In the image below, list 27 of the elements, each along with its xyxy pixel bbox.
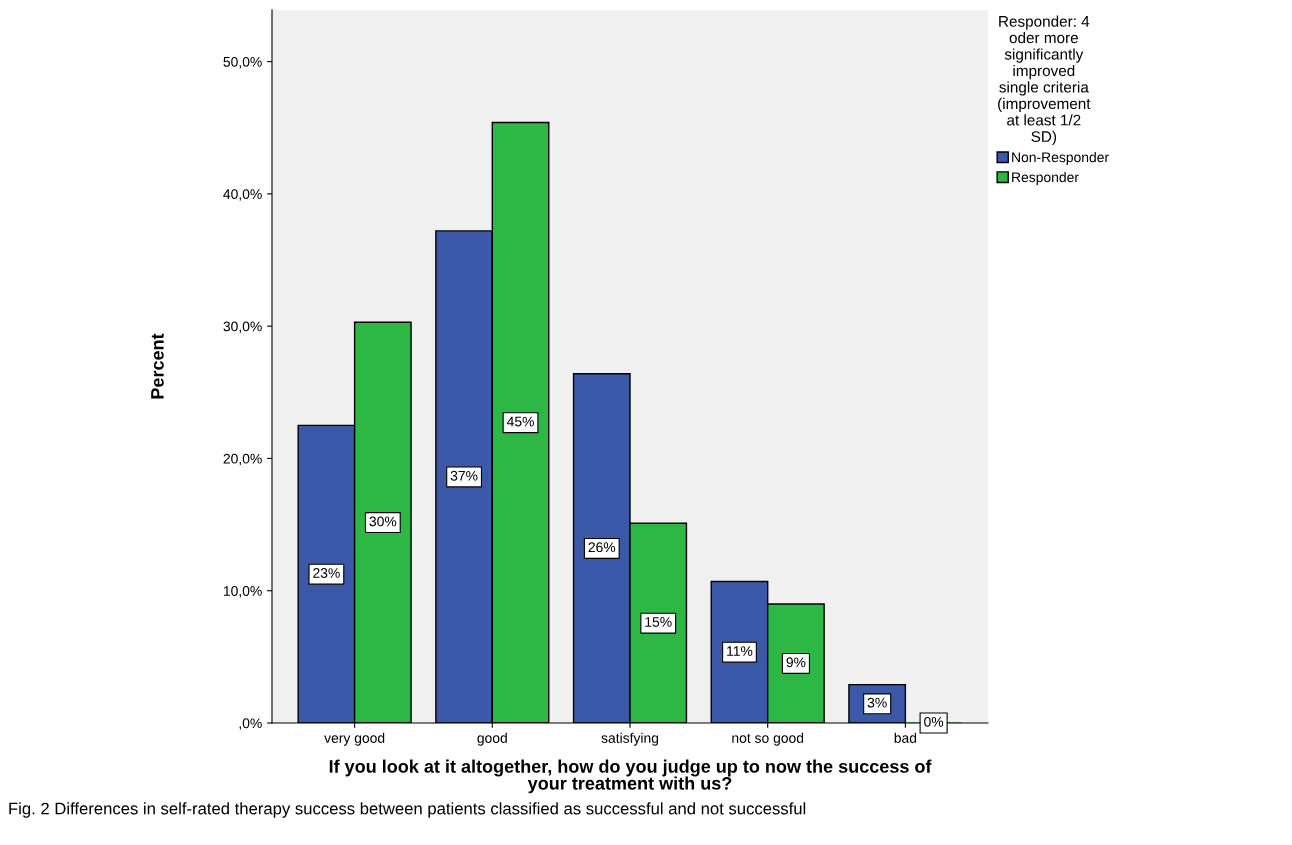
y-tick-label: 40,0%	[223, 189, 262, 201]
data-label: 3%	[867, 697, 887, 708]
data-label: 9%	[786, 657, 806, 668]
data-label: 23%	[313, 568, 340, 578]
y-tick-label: 10,0%	[223, 586, 262, 598]
x-axis-title: If you look at it altogether, how do you judge up to now the success of your treatment with us?	[329, 759, 932, 794]
y-axis-title: Percent	[151, 333, 164, 399]
y-tick-label: ,0%	[239, 718, 262, 730]
x-tick-label: bad	[894, 732, 917, 743]
legend-label: Non-Responder	[1012, 152, 1109, 165]
y-tick-label: 50,0%	[223, 56, 262, 69]
legend-label: Responder	[1012, 171, 1079, 185]
data-label: 45%	[506, 416, 534, 427]
caption: Fig. 2 Differences in self-rated therapy success between patients classified as successful and not successful	[9, 802, 806, 818]
data-label: 26%	[588, 542, 616, 553]
data-label: 37%	[450, 470, 478, 481]
y-tick-label: 20,0%	[223, 453, 262, 466]
data-label: 30%	[369, 516, 397, 527]
x-tick-label: good	[477, 732, 507, 746]
x-tick-label: satisfying	[601, 732, 659, 746]
data-label: 15%	[645, 617, 672, 627]
data-label: 0%	[924, 716, 944, 727]
y-tick-label: 30,0%	[223, 321, 262, 333]
x-tick-label: not so good	[732, 732, 804, 746]
x-tick-label: very good	[324, 732, 385, 746]
data-label: 11%	[727, 646, 753, 656]
legend-title: Responder: 4 oder more significantly improved single criteria (improvement at least 1/2 SD)	[998, 15, 1091, 145]
